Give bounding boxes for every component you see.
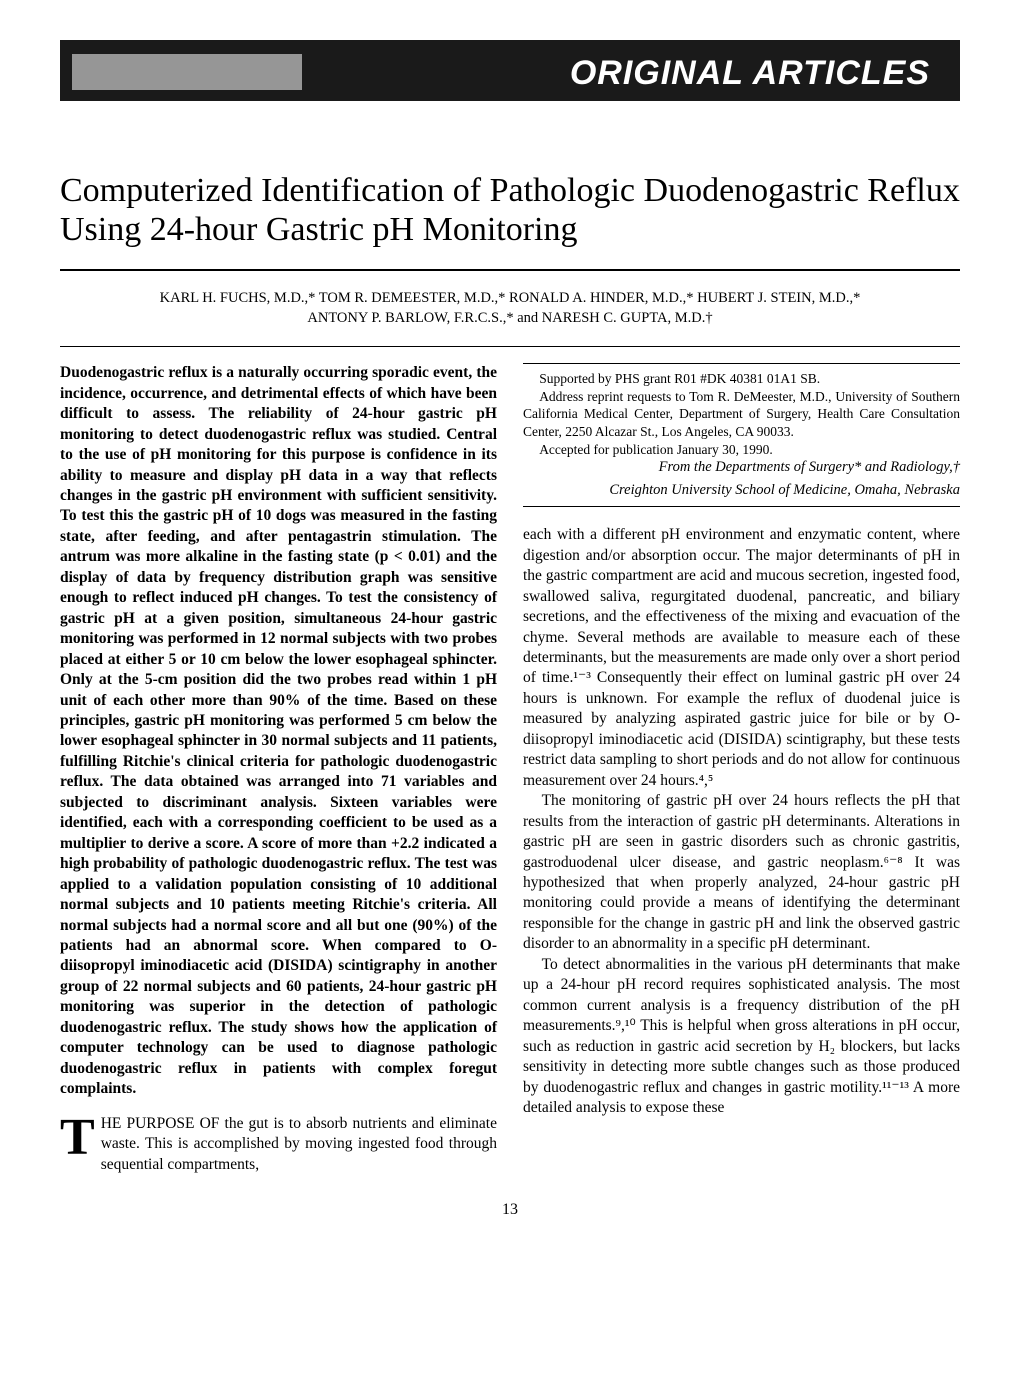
affiliation-block: From the Departments of Surgery* and Rad… — [523, 458, 960, 507]
intro-text: HE PURPOSE OF the gut is to absorb nutri… — [101, 1115, 497, 1173]
footnotes-block: Supported by PHS grant R01 #DK 40381 01A… — [523, 363, 960, 458]
intro-paragraph: THE PURPOSE OF the gut is to absorb nutr… — [60, 1114, 497, 1175]
footnote-accepted: Accepted for publication January 30, 199… — [523, 441, 960, 459]
title-rule — [60, 269, 960, 271]
body-paragraph-1: each with a different pH environment and… — [523, 525, 960, 791]
dropcap-letter: T — [60, 1114, 101, 1158]
abstract-paragraph: Duodenogastric reflux is a naturally occ… — [60, 363, 497, 1099]
authors-block: KARL H. FUCHS, M.D.,* TOM R. DEMEESTER, … — [60, 289, 960, 328]
authors-line-2: ANTONY P. BARLOW, F.R.C.S.,* and NARESH … — [60, 309, 960, 329]
body-paragraph-3: To detect abnormalities in the various p… — [523, 955, 960, 1119]
footnote-reprint: Address reprint requests to Tom R. DeMee… — [523, 388, 960, 441]
authors-rule — [60, 346, 960, 347]
affiliation-rule — [523, 506, 960, 507]
affiliation-line-2: Creighton University School of Medicine,… — [523, 481, 960, 500]
body-paragraph-2: The monitoring of gastric pH over 24 hou… — [523, 791, 960, 955]
affiliation-line-1: From the Departments of Surgery* and Rad… — [523, 458, 960, 477]
section-banner: ORIGINAL ARTICLES — [60, 40, 960, 101]
paper-title: Computerized Identification of Pathologi… — [60, 171, 960, 249]
footnote-support: Supported by PHS grant R01 #DK 40381 01A… — [523, 370, 960, 388]
page-number: 13 — [60, 1201, 960, 1219]
authors-line-1: KARL H. FUCHS, M.D.,* TOM R. DEMEESTER, … — [60, 289, 960, 309]
banner-gray-overlay — [72, 54, 302, 90]
